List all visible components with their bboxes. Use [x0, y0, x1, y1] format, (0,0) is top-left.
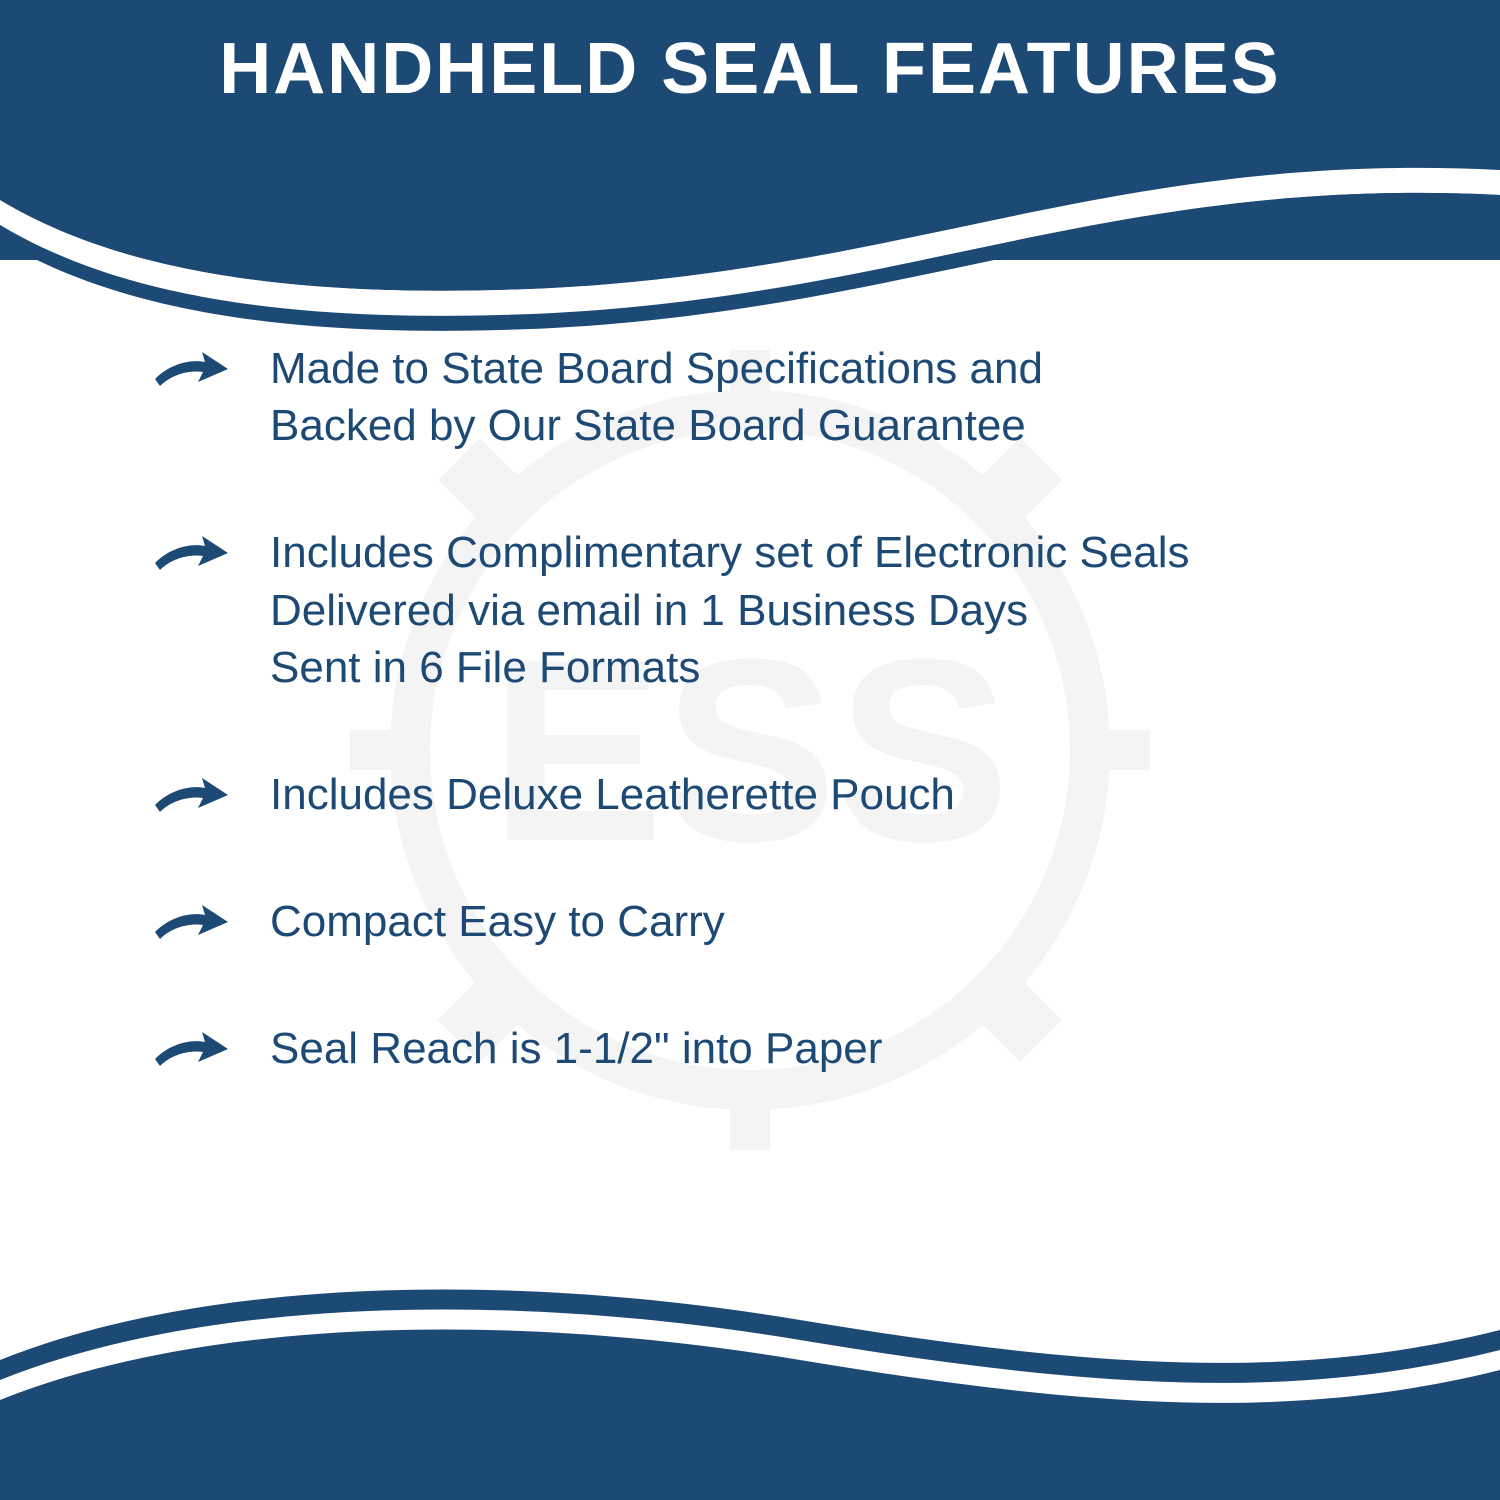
arrow-icon — [150, 528, 230, 578]
arrow-icon — [150, 770, 230, 820]
feature-text: Includes Deluxe Leatherette Pouch — [270, 766, 955, 823]
features-list: Made to State Board Specifications and B… — [150, 340, 1380, 1148]
infographic-container: HANDHELD SEAL FEATURES ESS Made to State… — [0, 0, 1500, 1500]
feature-item: Includes Complimentary set of Electronic… — [150, 524, 1380, 696]
feature-item: Compact Easy to Carry — [150, 893, 1380, 950]
feature-text: Made to State Board Specifications and B… — [270, 340, 1043, 454]
feature-item: Seal Reach is 1-1/2" into Paper — [150, 1020, 1380, 1077]
swoosh-bottom-decoration — [0, 1220, 1500, 1500]
feature-text: Seal Reach is 1-1/2" into Paper — [270, 1020, 882, 1077]
feature-item: Includes Deluxe Leatherette Pouch — [150, 766, 1380, 823]
swoosh-top-decoration — [0, 140, 1500, 360]
page-title: HANDHELD SEAL FEATURES — [219, 28, 1280, 110]
feature-text: Compact Easy to Carry — [270, 893, 725, 950]
arrow-icon — [150, 897, 230, 947]
feature-text: Includes Complimentary set of Electronic… — [270, 524, 1190, 696]
arrow-icon — [150, 344, 230, 394]
feature-item: Made to State Board Specifications and B… — [150, 340, 1380, 454]
arrow-icon — [150, 1024, 230, 1074]
